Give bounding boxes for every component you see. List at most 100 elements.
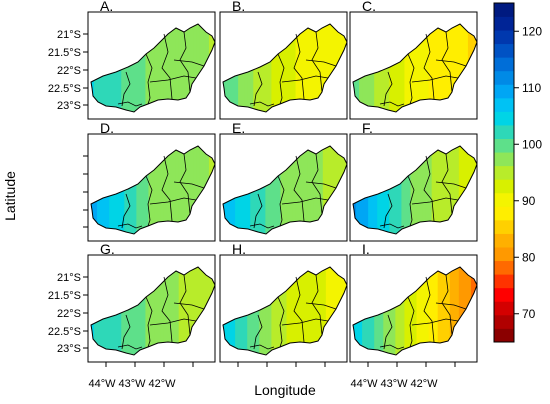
- fill-band: [262, 267, 266, 355]
- panel-9: I. 44°W 43°W 42°W: [349, 241, 478, 390]
- fill-band: [133, 146, 137, 234]
- colorbar-segment: [494, 16, 514, 31]
- region-boundary: [173, 59, 205, 67]
- fill-band: [331, 24, 336, 112]
- region-boundary: [253, 193, 263, 229]
- fill-band: [142, 24, 147, 112]
- fill-band: [310, 146, 315, 234]
- fill-band: [223, 146, 227, 234]
- panel-4: D.: [83, 120, 216, 242]
- colorbar-segment: [494, 192, 514, 207]
- fill-band: [205, 267, 210, 355]
- bay-outline: [249, 344, 275, 350]
- fill-band: [298, 267, 303, 355]
- fill-band: [446, 24, 451, 112]
- fill-band: [404, 24, 409, 112]
- fill-band: [172, 146, 177, 234]
- fill-band: [169, 267, 174, 355]
- fill-band: [419, 146, 424, 234]
- fill-band: [289, 146, 294, 234]
- region-boundary: [407, 53, 415, 105]
- region-boundary: [161, 155, 173, 222]
- fill-band: [148, 267, 153, 355]
- region-boundary: [411, 318, 459, 326]
- fill-band: [395, 267, 399, 355]
- fill-band: [319, 267, 324, 355]
- fill-band: [353, 24, 357, 112]
- fill-band: [151, 24, 156, 112]
- fill-band: [325, 267, 330, 355]
- fill-band: [413, 24, 418, 112]
- x-tick-label: 44°W: [88, 378, 116, 390]
- fill-band: [458, 24, 463, 112]
- x-tick-label: 43°W: [380, 378, 408, 390]
- fill-band: [461, 24, 466, 112]
- fill-band: [298, 146, 303, 234]
- fill-band: [274, 146, 279, 234]
- fill-band: [187, 146, 192, 234]
- fill-band: [157, 146, 162, 234]
- fill-band: [316, 267, 321, 355]
- fill-band: [199, 24, 204, 112]
- fill-band: [268, 267, 272, 355]
- fill-band: [410, 267, 415, 355]
- fill-band: [94, 267, 98, 355]
- fill-band: [398, 24, 402, 112]
- fill-band: [262, 146, 266, 234]
- fill-band: [154, 24, 159, 112]
- fill-band: [169, 146, 174, 234]
- fill-band: [440, 24, 445, 112]
- y-tick-label: 21°S: [57, 29, 81, 41]
- fill-band: [91, 146, 92, 234]
- fill-band: [133, 267, 137, 355]
- fill-band: [389, 267, 393, 355]
- fill-band: [91, 267, 95, 355]
- bay-outline: [379, 223, 405, 229]
- panel-frame: [219, 11, 348, 120]
- panel-7: G. 21°S 21.5°S 22°S 22.5°S 23°S 44°W 43°W 42°W: [48, 241, 216, 390]
- region-boundary: [281, 197, 329, 205]
- fill-band: [301, 146, 306, 234]
- panel-label: H.: [232, 241, 246, 257]
- fill-band: [136, 24, 140, 112]
- fill-band: [313, 146, 318, 234]
- fill-band: [322, 267, 327, 355]
- fill-band: [91, 24, 95, 112]
- fill-band: [280, 267, 285, 355]
- panel-label: G.: [100, 241, 115, 257]
- region-boundary: [281, 318, 329, 326]
- fill-band: [298, 24, 303, 112]
- region-boundary: [149, 197, 197, 205]
- fill-band: [277, 267, 282, 355]
- fill-band: [392, 267, 396, 355]
- fill-band: [413, 267, 418, 355]
- fill-band: [401, 267, 406, 355]
- y-tick-label: 23°S: [57, 100, 81, 112]
- fill-band: [449, 267, 454, 355]
- fill-band: [259, 146, 263, 234]
- fill-band: [208, 267, 213, 355]
- x-tick-label: 44°W: [350, 378, 378, 390]
- fill-band: [151, 267, 156, 355]
- region-boundary: [293, 276, 305, 343]
- fill-band: [139, 146, 144, 234]
- fill-band: [340, 24, 345, 112]
- fill-band: [340, 267, 345, 355]
- region-boundary: [305, 302, 337, 310]
- panel-frame: [349, 254, 478, 363]
- panel-frame: [87, 133, 216, 242]
- fill-band: [172, 24, 177, 112]
- fill-band: [184, 267, 189, 355]
- fill-band: [304, 146, 309, 234]
- y-tick-label: 21.5°S: [48, 47, 81, 59]
- fill-band: [401, 24, 406, 112]
- panel-6: F.: [349, 120, 478, 242]
- fill-band: [304, 267, 309, 355]
- fill-band: [440, 146, 445, 234]
- fill-band: [151, 146, 156, 234]
- fill-band: [199, 267, 204, 355]
- fill-band: [353, 267, 354, 355]
- fill-band: [437, 146, 442, 234]
- fill-band: [449, 146, 454, 234]
- fill-band: [328, 267, 333, 355]
